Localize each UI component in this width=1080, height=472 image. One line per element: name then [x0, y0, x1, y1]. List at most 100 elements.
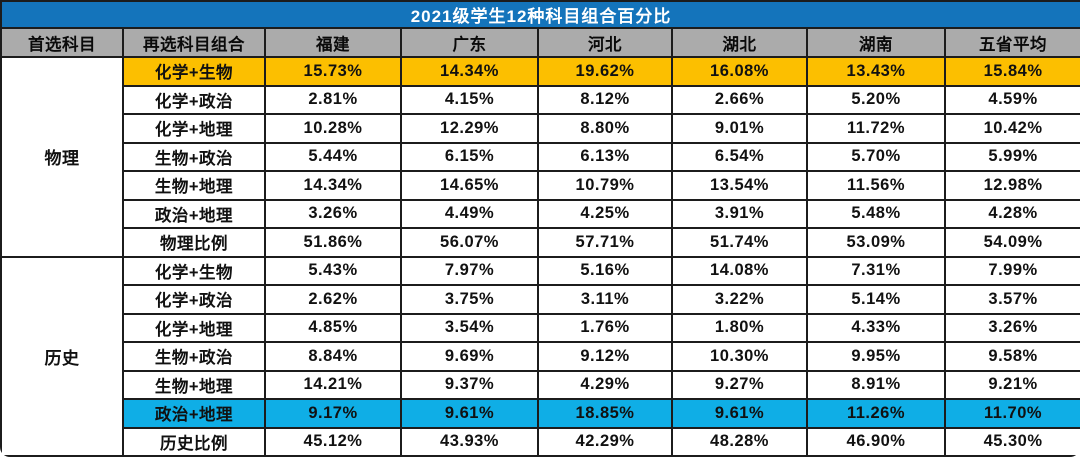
value-cell-湖北: 51.74% — [671, 227, 808, 258]
value-cell-五省平均: 4.59% — [943, 84, 1080, 115]
table-title: 2021级学生12种科目组合百分比 — [0, 0, 1080, 29]
value-cell-湖北: 3.22% — [671, 284, 808, 315]
value-cell-五省平均: 45.30% — [943, 426, 1080, 457]
value-cell-福建: 2.62% — [264, 284, 402, 315]
combo-label-cell: 化学+生物 — [122, 255, 266, 286]
group-cell-0: 物理 — [0, 56, 124, 258]
value-cell-河北: 4.25% — [537, 198, 673, 229]
combo-label-cell: 政治+地理 — [122, 198, 266, 229]
value-cell-湖南: 11.72% — [806, 113, 946, 144]
value-cell-湖南: 11.56% — [806, 170, 946, 201]
value-cell-河北: 1.76% — [537, 312, 673, 343]
value-cell-五省平均: 9.58% — [943, 341, 1080, 372]
value-cell-福建: 14.34% — [264, 170, 402, 201]
value-cell-湖南: 5.14% — [806, 284, 946, 315]
value-cell-五省平均: 3.57% — [943, 284, 1080, 315]
value-cell-广东: 14.65% — [400, 170, 539, 201]
value-cell-湖南: 11.26% — [806, 398, 946, 429]
value-cell-广东: 12.29% — [400, 113, 539, 144]
combo-label-cell: 生物+政治 — [122, 141, 266, 172]
value-cell-五省平均: 4.28% — [943, 198, 1080, 229]
value-cell-河北: 10.79% — [537, 170, 673, 201]
value-cell-湖南: 7.31% — [806, 255, 946, 286]
value-cell-福建: 10.28% — [264, 113, 402, 144]
value-cell-广东: 56.07% — [400, 227, 539, 258]
column-header-7: 五省平均 — [943, 27, 1080, 58]
value-cell-河北: 4.29% — [537, 369, 673, 400]
combo-label-cell: 化学+生物 — [122, 56, 266, 87]
value-cell-湖南: 4.33% — [806, 312, 946, 343]
value-cell-河北: 42.29% — [537, 426, 673, 457]
value-cell-广东: 3.75% — [400, 284, 539, 315]
combo-label-cell: 化学+地理 — [122, 312, 266, 343]
value-cell-湖南: 46.90% — [806, 426, 946, 457]
value-cell-福建: 5.43% — [264, 255, 402, 286]
subject-combination-table: 2021级学生12种科目组合百分比 首选科目 再选科目组合 福建 广东 河北 湖北 湖南 五省平… — [0, 0, 1080, 457]
value-cell-湖南: 8.91% — [806, 369, 946, 400]
value-cell-广东: 7.97% — [400, 255, 539, 286]
value-cell-五省平均: 5.99% — [943, 141, 1080, 172]
value-cell-广东: 4.15% — [400, 84, 539, 115]
combo-label-cell: 生物+地理 — [122, 369, 266, 400]
value-cell-河北: 6.13% — [537, 141, 673, 172]
value-cell-河北: 9.12% — [537, 341, 673, 372]
combo-label-cell: 化学+政治 — [122, 84, 266, 115]
value-cell-广东: 14.34% — [400, 56, 539, 87]
value-cell-河北: 8.12% — [537, 84, 673, 115]
value-cell-湖南: 5.48% — [806, 198, 946, 229]
title-row: 2021级学生12种科目组合百分比 — [0, 0, 1080, 29]
table-row: 生物+政治 8.84% 9.69% 9.12% 10.30% 9.95% 9.58% — [1, 341, 1080, 372]
value-cell-湖南: 5.70% — [806, 141, 946, 172]
value-cell-广东: 9.61% — [400, 398, 539, 429]
table-row: 物理比例 51.86% 56.07% 57.71% 51.74% 53.09% 54.09% — [1, 227, 1080, 258]
value-cell-湖北: 2.66% — [671, 84, 808, 115]
value-cell-河北: 18.85% — [537, 398, 673, 429]
value-cell-五省平均: 11.70% — [943, 398, 1080, 429]
combo-label-cell: 物理比例 — [122, 227, 266, 258]
table-row: 政治+地理 9.17% 9.61% 18.85% 9.61% 11.26% 11.70% — [1, 398, 1080, 429]
value-cell-五省平均: 7.99% — [943, 255, 1080, 286]
value-cell-广东: 4.49% — [400, 198, 539, 229]
table-row: 物理 化学+生物 15.73% 14.34% 19.62% 16.08% 13.43% 15.… — [0, 56, 1080, 258]
value-cell-福建: 15.73% — [264, 56, 402, 87]
value-cell-福建: 5.44% — [264, 141, 402, 172]
value-cell-五省平均: 12.98% — [943, 170, 1080, 201]
value-cell-广东: 9.37% — [400, 369, 539, 400]
value-cell-湖北: 9.27% — [671, 369, 808, 400]
value-cell-湖北: 1.80% — [671, 312, 808, 343]
column-header-5: 湖北 — [671, 27, 808, 58]
value-cell-福建: 4.85% — [264, 312, 402, 343]
value-cell-河北: 3.11% — [537, 284, 673, 315]
column-header-0: 首选科目 — [0, 27, 124, 58]
combo-label-cell: 化学+政治 — [122, 284, 266, 315]
combo-label-cell: 政治+地理 — [122, 398, 266, 429]
table-row: 化学+政治 2.81% 4.15% 8.12% 2.66% 5.20% 4.59% — [1, 84, 1080, 115]
table-body: 2021级学生12种科目组合百分比 首选科目 再选科目组合 福建 广东 河北 湖北 湖南 五省平… — [0, 0, 1080, 457]
table-row: 生物+地理 14.34% 14.65% 10.79% 13.54% 11.56% 12.98… — [1, 170, 1080, 201]
value-cell-福建: 45.12% — [264, 426, 402, 457]
header-row: 首选科目 再选科目组合 福建 广东 河北 湖北 湖南 五省平均 — [0, 27, 1080, 58]
column-header-1: 再选科目组合 — [122, 27, 266, 58]
value-cell-五省平均: 15.84% — [943, 56, 1080, 87]
table-row: 化学+地理 10.28% 12.29% 8.80% 9.01% 11.72% 10.42% — [1, 113, 1080, 144]
table-row: 生物+政治 5.44% 6.15% 6.13% 6.54% 5.70% 5.99% — [1, 141, 1080, 172]
combo-label-cell: 生物+政治 — [122, 341, 266, 372]
value-cell-五省平均: 54.09% — [943, 227, 1080, 258]
value-cell-福建: 3.26% — [264, 198, 402, 229]
value-cell-五省平均: 3.26% — [943, 312, 1080, 343]
column-header-6: 湖南 — [806, 27, 946, 58]
table-row: 化学+政治 2.62% 3.75% 3.11% 3.22% 5.14% 3.57% — [1, 284, 1080, 315]
value-cell-河北: 19.62% — [537, 56, 673, 87]
column-header-2: 福建 — [264, 27, 402, 58]
value-cell-湖北: 3.91% — [671, 198, 808, 229]
value-cell-广东: 9.69% — [400, 341, 539, 372]
column-header-4: 河北 — [537, 27, 673, 58]
value-cell-湖南: 5.20% — [806, 84, 946, 115]
value-cell-湖北: 10.30% — [671, 341, 808, 372]
value-cell-福建: 8.84% — [264, 341, 402, 372]
value-cell-广东: 43.93% — [400, 426, 539, 457]
value-cell-广东: 6.15% — [400, 141, 539, 172]
value-cell-福建: 9.17% — [264, 398, 402, 429]
value-cell-福建: 14.21% — [264, 369, 402, 400]
value-cell-湖南: 13.43% — [806, 56, 946, 87]
